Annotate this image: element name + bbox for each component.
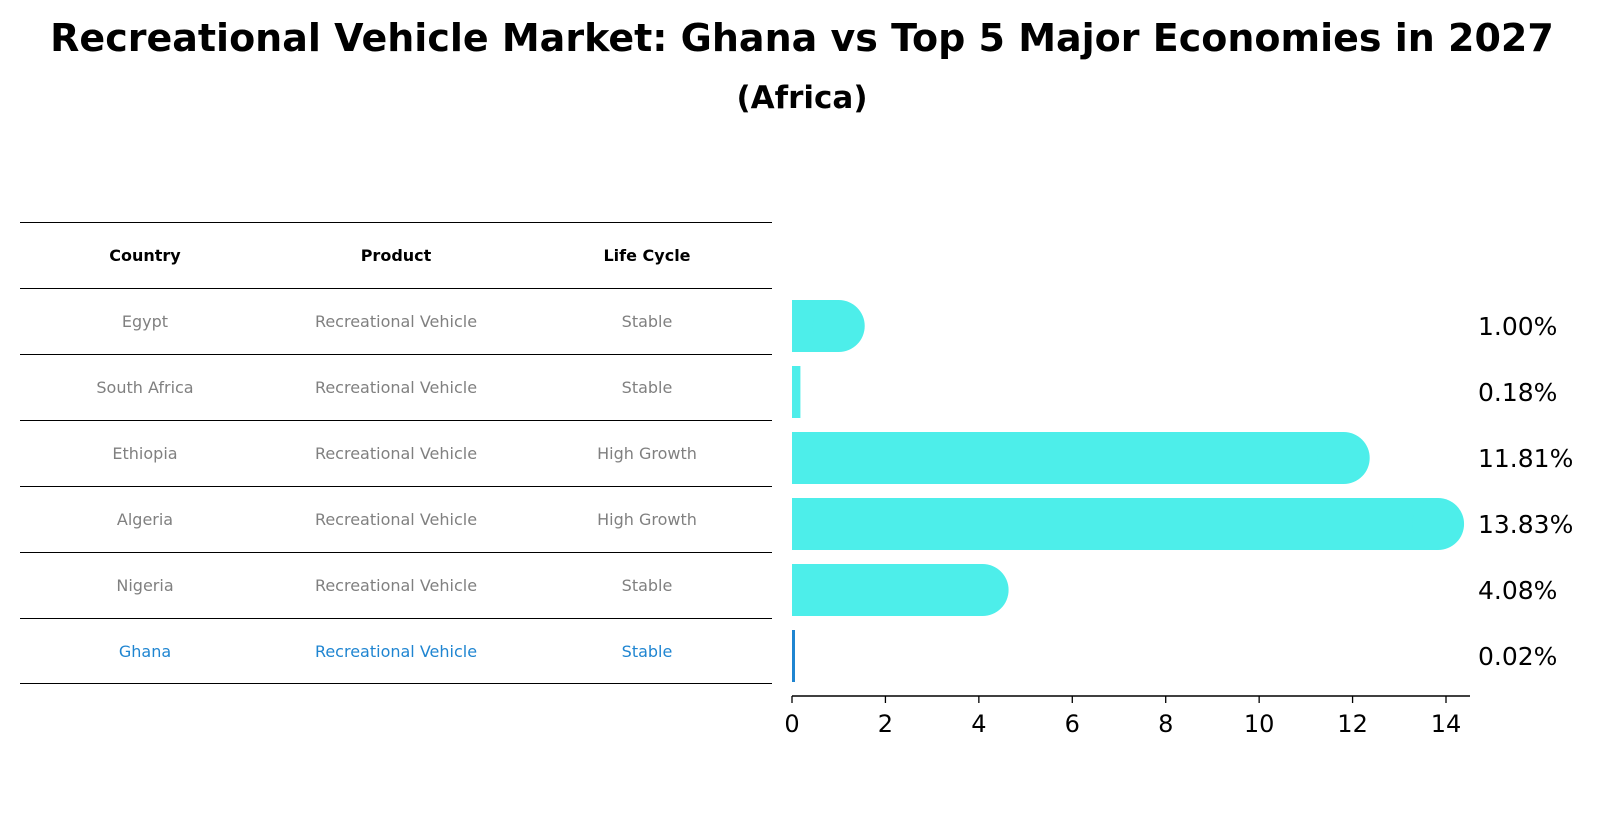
header-life-cycle: Life Cycle	[603, 246, 691, 265]
cell-country: South Africa	[96, 378, 194, 397]
x-tick-label: 12	[1337, 710, 1368, 738]
x-tick-label: 0	[784, 710, 799, 738]
cell-country: Egypt	[121, 312, 169, 331]
value-label: 11.81%	[1478, 444, 1573, 473]
cell-country: Ghana	[118, 641, 172, 661]
table-header-row: Country Product Life Cycle	[20, 222, 772, 288]
chart-subtitle: (Africa)	[736, 80, 868, 116]
x-tick-label: 14	[1431, 710, 1462, 738]
table-row: Algeria Recreational Vehicle High Growth	[20, 486, 772, 552]
cell-life-cycle: Stable	[621, 378, 673, 397]
cell-life-cycle: Stable	[621, 312, 673, 331]
cell-product: Recreational Vehicle	[314, 641, 478, 661]
table-row-highlight: Ghana Recreational Vehicle Stable	[20, 618, 772, 684]
table-row: South Africa Recreational Vehicle Stable	[20, 354, 772, 420]
bar-ghana	[792, 630, 795, 682]
x-tick-label: 8	[1158, 710, 1173, 738]
cell-product: Recreational Vehicle	[314, 510, 478, 529]
x-tick-label: 6	[1065, 710, 1080, 738]
value-label: 13.83%	[1478, 510, 1573, 539]
cell-life-cycle: Stable	[621, 641, 673, 661]
header-country: Country	[109, 246, 181, 265]
cell-product: Recreational Vehicle	[314, 576, 478, 595]
cell-country: Nigeria	[116, 576, 174, 595]
cell-product: Recreational Vehicle	[314, 312, 478, 331]
table-row: Ethiopia Recreational Vehicle High Growt…	[20, 420, 772, 486]
bar-ethiopia	[792, 432, 1370, 484]
data-table: Country Product Life Cycle Egypt Recreat…	[20, 222, 772, 684]
cell-life-cycle: High Growth	[597, 444, 697, 463]
x-tick-label: 2	[878, 710, 893, 738]
x-tick-label: 4	[971, 710, 986, 738]
cell-life-cycle: High Growth	[597, 510, 697, 529]
cell-product: Recreational Vehicle	[314, 444, 478, 463]
bar-algeria	[792, 498, 1465, 550]
value-label: 0.18%	[1478, 378, 1557, 407]
x-tick-label: 10	[1244, 710, 1275, 738]
chart-title: Recreational Vehicle Market: Ghana vs To…	[50, 16, 1554, 60]
value-label: 0.02%	[1478, 642, 1557, 671]
table-row: Egypt Recreational Vehicle Stable	[20, 288, 772, 354]
value-label: 1.00%	[1478, 312, 1557, 341]
cell-life-cycle: Stable	[621, 576, 673, 595]
cell-product: Recreational Vehicle	[314, 378, 478, 397]
table-row: Nigeria Recreational Vehicle Stable	[20, 552, 772, 618]
bar-nigeria	[792, 564, 1009, 616]
value-label: 4.08%	[1478, 576, 1557, 605]
bar-egypt	[792, 300, 865, 352]
cell-country: Algeria	[116, 510, 174, 529]
bar-south-africa	[792, 366, 801, 418]
cell-country: Ethiopia	[112, 444, 178, 463]
header-product: Product	[360, 246, 432, 265]
